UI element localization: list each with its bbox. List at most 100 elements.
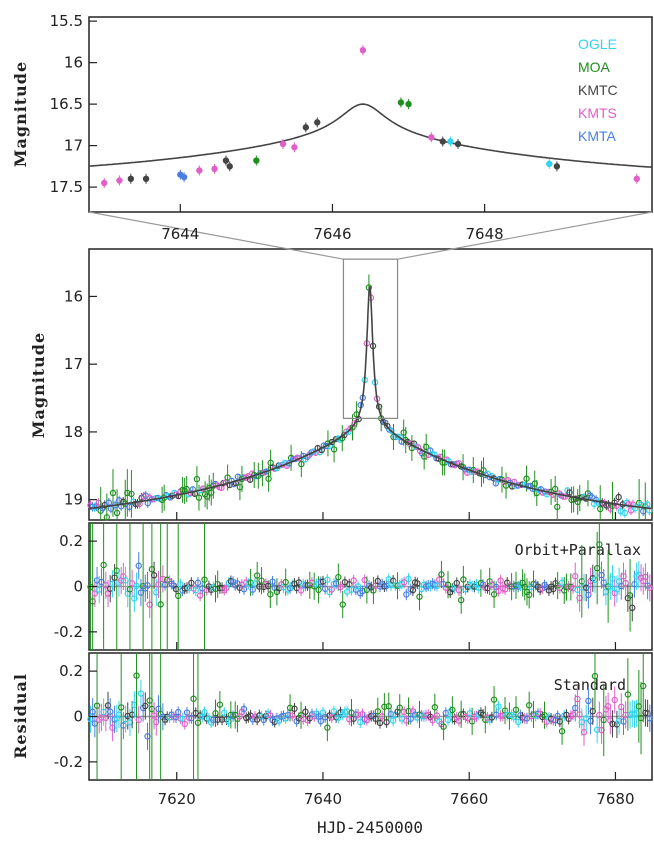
residual-orbit-point-kmta: [383, 582, 390, 589]
residual-orbit-point-kmts: [328, 586, 335, 593]
residual-standard-point-moa: [385, 703, 392, 710]
residual-orbit-point-kmts: [337, 583, 344, 591]
residual-standard-point-moa: [93, 702, 101, 709]
residual-orbit-point-moa: [339, 601, 346, 608]
main-point-ogle: [388, 427, 395, 435]
residual-standard-ytick-label: 0: [73, 708, 83, 726]
zoom-point-moa: [253, 157, 260, 164]
main-ytick-label: 17: [64, 355, 83, 373]
zoom-point-moa: [397, 99, 405, 106]
main-point-moa: [597, 505, 604, 513]
residual-standard-point-moa: [190, 695, 197, 702]
main-point-moa: [400, 429, 407, 436]
main-point-kmts: [625, 500, 633, 508]
residual-standard-point-kmta: [407, 715, 414, 723]
main-point-moa: [420, 453, 428, 460]
residual-standard-point-moa: [194, 719, 202, 726]
xtick-label: 7680: [596, 790, 634, 808]
residual-standard-point-kmts: [433, 712, 441, 719]
residual-standard-point-kmta: [317, 717, 324, 725]
residual-standard-point-ogle: [221, 709, 228, 716]
residual-orbit-point-kmta: [249, 586, 256, 593]
residual-orbit-point-ogle: [177, 581, 184, 588]
residual-standard-point-kmts: [135, 716, 142, 724]
residual-orbit-point-moa: [525, 591, 533, 599]
main-point-kmtc: [615, 493, 622, 501]
main-panel-frame: [88, 248, 653, 521]
residual-standard-point-moa: [558, 727, 566, 735]
zoom-point-kmts: [359, 46, 367, 54]
main-point-ogle: [644, 501, 651, 508]
residual-standard-point-moa: [212, 710, 219, 717]
residual-orbit-point-moa: [490, 591, 498, 598]
residual-orbit-point-moa: [416, 593, 423, 600]
residual-standard-point-kmtc: [376, 719, 384, 727]
zoom-point-kmts: [116, 177, 123, 184]
zoom-point-kmtc: [142, 175, 150, 183]
main-point-kmts: [613, 502, 620, 509]
main-point-kmta: [126, 503, 133, 511]
residual-standard-point-kmts: [328, 714, 335, 721]
main-point-moa: [109, 489, 117, 497]
zoom-point-kmta: [180, 173, 188, 181]
main-point-moa: [183, 485, 190, 493]
zoom-ylabel: Magnitude: [11, 61, 30, 167]
main-point-moa: [195, 494, 203, 501]
residual-orbit-point-moa: [315, 586, 322, 594]
legend-item-kmta: KMTA: [578, 128, 617, 144]
residual-standard-point-moa: [286, 704, 294, 712]
residual-orbit-point-moa: [100, 561, 107, 569]
main-ytick-label: 19: [64, 491, 83, 509]
residual-orbit-point-moa: [175, 592, 182, 600]
main-point-moa: [103, 514, 111, 521]
residual-orbit-point-kmts: [196, 592, 204, 599]
residual-orbit-point-kmts: [159, 575, 167, 583]
residual-standard-point-kmtc: [214, 716, 221, 723]
residual-standard-point-kmtc: [609, 720, 616, 728]
residual-orbit-point-moa: [596, 541, 603, 548]
main-point-kmtc: [328, 438, 336, 446]
residual-standard-point-moa: [591, 672, 599, 680]
residual-standard-point-ogle: [330, 708, 338, 715]
residual-orbit-point-kmts: [501, 586, 509, 593]
residual-orbit-point-kmta: [135, 562, 142, 569]
residual-standard-point-ogle: [444, 716, 452, 724]
residual-standard-point-ogle: [357, 718, 364, 726]
main-point-moa: [554, 503, 561, 511]
residual-orbit-point-kmts: [572, 572, 579, 580]
zoom-xtick-label: 7646: [313, 225, 351, 243]
residual-orbit-point-ogle: [354, 583, 362, 590]
residual-standard-point-kmtc: [383, 718, 390, 726]
main-point-kmtc: [566, 489, 573, 496]
residual-standard-point-moa: [512, 706, 520, 713]
residual-standard-point-kmts: [400, 708, 408, 716]
main-point-ogle: [521, 481, 528, 489]
residual-orbit-point-kmtc: [409, 586, 417, 594]
residual-standard-point-kmta: [646, 715, 654, 722]
zoom-panel-frame: [88, 16, 653, 213]
zoom-region-box: [342, 258, 399, 419]
residual-orbit-point-moa: [253, 572, 261, 579]
residual-orbit-point-kmta: [269, 578, 276, 585]
zoom-ytick-label: 16.5: [50, 95, 83, 113]
residual-orbit-point-kmta: [194, 579, 202, 586]
residual-ylabel: Residual: [11, 673, 30, 759]
residual-standard-point-kmts: [354, 711, 362, 718]
main-point-moa: [128, 490, 135, 498]
residual-standard-point-ogle: [137, 690, 145, 697]
residual-orbit-point-kmtc: [550, 585, 557, 593]
residual-orbit-point-moa: [335, 573, 342, 581]
residual-standard-point-moa: [440, 723, 447, 730]
zoom-point-kmtc: [302, 124, 310, 131]
main-point-moa: [531, 480, 538, 487]
annotation-standard: Standard: [554, 676, 626, 694]
residual-standard-point-moa: [117, 704, 125, 711]
residual-standard-point-ogle: [201, 709, 208, 716]
zoom-ytick-label: 17.5: [50, 178, 83, 196]
residual-standard-point-kmts: [618, 703, 625, 711]
zoom-point-ogle: [546, 160, 553, 168]
main-point-ogle: [631, 505, 639, 512]
residual-standard-point-kmts: [611, 696, 618, 704]
zoom-connector-right: [397, 211, 653, 260]
annotation-orbit-parallax: Orbit+Parallax: [515, 541, 641, 559]
